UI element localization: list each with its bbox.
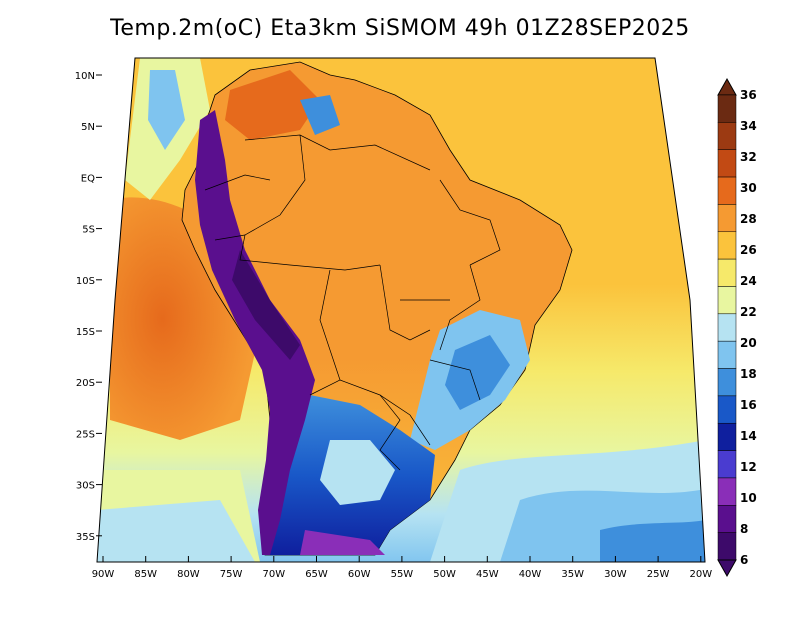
colorbar-label: 34 xyxy=(740,119,757,133)
colorbar-segment xyxy=(717,505,737,533)
colorbar-segment xyxy=(717,313,737,342)
colorbar-label: 8 xyxy=(740,522,748,536)
lat-tick-label: 20S xyxy=(76,378,95,389)
longitude-axis: 90W 85W 80W 75W 70W 65W 60W 55W 50W 45W 40W 35W 30W 2… xyxy=(92,556,712,580)
colorbar-segment xyxy=(717,477,737,506)
southeast-cold-field xyxy=(445,335,510,410)
colorbar-label: 12 xyxy=(740,460,757,474)
andes-cold-band xyxy=(195,110,315,555)
colorbar-segment xyxy=(717,176,737,205)
colorbar-segment xyxy=(717,368,737,397)
colorbar-segment xyxy=(717,422,737,451)
lat-tick-label: 25S xyxy=(76,429,95,440)
colorbar-segment xyxy=(717,286,737,315)
colorbar-label: 22 xyxy=(740,305,757,319)
lat-tick-label: 35S xyxy=(76,532,95,543)
lon-tick-label: 30W xyxy=(604,569,627,580)
lon-tick-label: 80W xyxy=(177,569,200,580)
colorbar-label: 32 xyxy=(740,150,757,164)
latitude-axis: 10N 5N EQ 5S 10S 15S 20S 25S 30S 35S xyxy=(75,71,102,543)
lon-tick-label: 65W xyxy=(305,569,328,580)
lon-tick-label: 60W xyxy=(348,569,371,580)
lon-tick-label: 85W xyxy=(134,569,157,580)
lat-tick-label: 30S xyxy=(76,481,95,492)
lat-tick-label: 10N xyxy=(75,71,95,82)
colorbar-label: 14 xyxy=(740,429,757,443)
lon-tick-label: 40W xyxy=(519,569,542,580)
colorbar-segment xyxy=(717,532,737,561)
country-borders xyxy=(204,134,501,471)
pacific-cool-patch xyxy=(148,70,185,150)
colorbar-label: 6 xyxy=(740,553,748,567)
map-title: Temp.2m(oC) Eta3km SiSMOM 49h 01Z28SEP20… xyxy=(110,16,690,41)
lat-tick-label: 15S xyxy=(76,327,95,338)
colorbar-segment xyxy=(717,204,737,233)
lon-tick-label: 45W xyxy=(476,569,499,580)
altiplano-coldest xyxy=(232,250,300,360)
patagonia-cold-patch xyxy=(300,530,385,555)
lat-tick-label: 5S xyxy=(82,225,95,236)
colorbar-label: 28 xyxy=(740,212,757,226)
north-warm-patch xyxy=(225,70,320,140)
colorbar-segment xyxy=(717,450,737,479)
colorbar-segment xyxy=(717,122,737,150)
colorbar-label: 36 xyxy=(740,88,757,102)
lat-tick-label: 10S xyxy=(76,276,95,287)
south-pacific-cool xyxy=(97,500,255,562)
lon-tick-label: 20W xyxy=(689,569,712,580)
colorbar-label: 18 xyxy=(740,367,757,381)
lon-tick-label: 50W xyxy=(433,569,456,580)
colorbar-segment xyxy=(717,258,737,287)
lat-tick-label: EQ xyxy=(81,173,95,184)
colorbar-label: 26 xyxy=(740,243,757,257)
lon-tick-label: 90W xyxy=(92,569,115,580)
colorbar-max-arrow xyxy=(717,77,737,96)
lon-tick-label: 70W xyxy=(262,569,285,580)
colorbar-min-arrow xyxy=(717,559,737,578)
colorbar-label: 30 xyxy=(740,181,757,195)
lon-tick-label: 55W xyxy=(391,569,414,580)
colorbar-label: 16 xyxy=(740,398,757,412)
atlantic-cold-patch xyxy=(600,520,705,562)
colorbar-label: 24 xyxy=(740,274,757,288)
pampas-patch xyxy=(320,440,395,505)
colorbar-segment xyxy=(717,94,737,123)
lon-tick-label: 75W xyxy=(220,569,243,580)
colorbar-label: 20 xyxy=(740,336,757,350)
colorbar-segment xyxy=(717,149,737,178)
colorbar-segment xyxy=(717,395,737,424)
colorbar-label: 10 xyxy=(740,491,757,505)
guiana-cool-patch xyxy=(300,95,340,135)
colorbar-segment xyxy=(717,340,737,369)
lat-tick-label: 5N xyxy=(81,122,95,133)
colorbar-segment xyxy=(717,231,737,260)
lon-tick-label: 35W xyxy=(561,569,584,580)
lon-tick-label: 25W xyxy=(647,569,670,580)
